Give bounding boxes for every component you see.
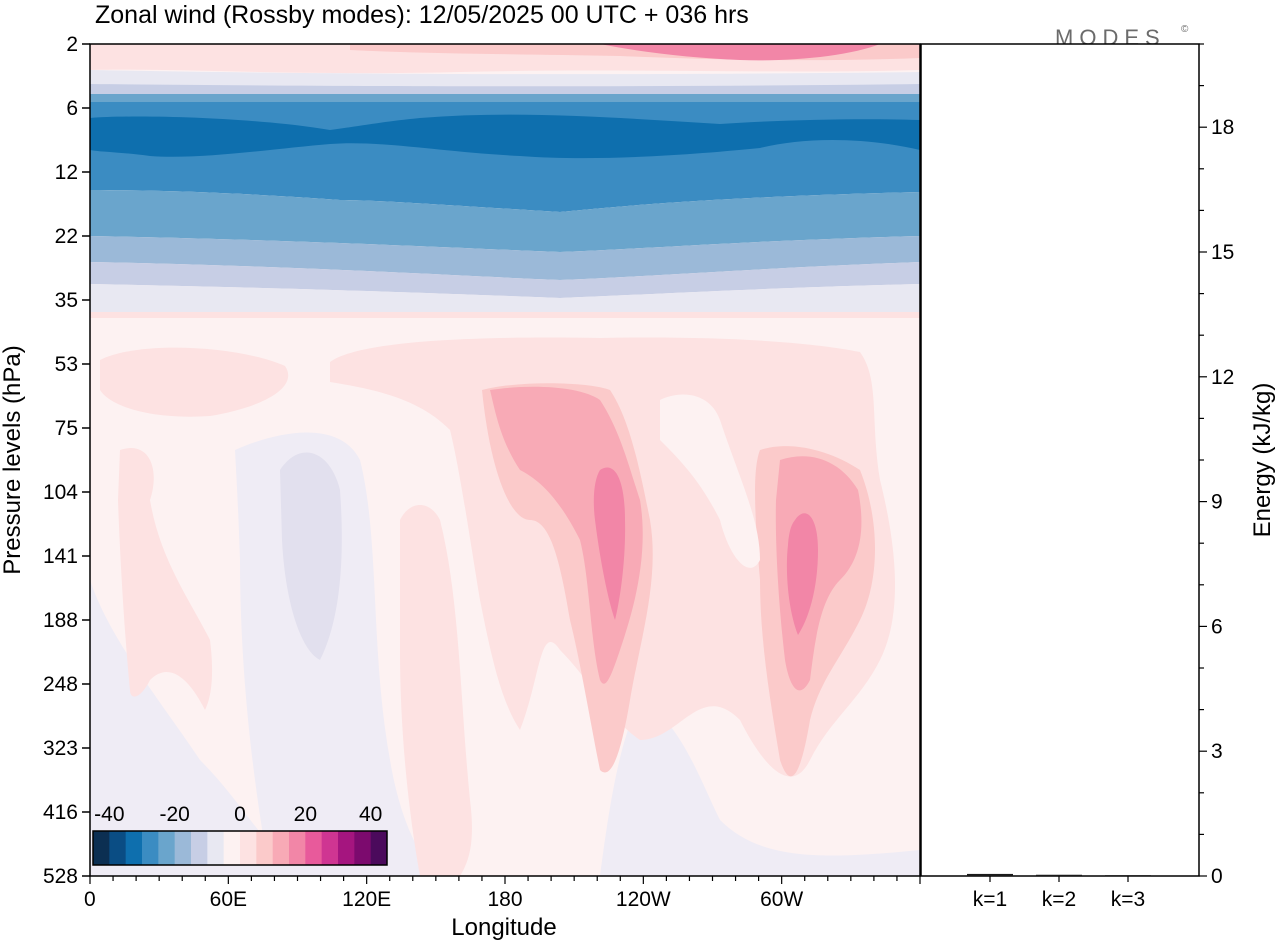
y-tick-label: 141 [43, 545, 78, 568]
energy-y-tick-label: 3 [1211, 740, 1223, 763]
energy-y-tick-label: 18 [1211, 116, 1234, 139]
trop-easterly-left [90, 580, 300, 876]
upper-westerly-left [100, 347, 289, 417]
colorbar-tick-label: 20 [294, 803, 317, 826]
band-minus5-low [90, 262, 920, 298]
trop-easterly-right [600, 700, 920, 876]
colorbar-swatch [240, 831, 257, 865]
colorbar: -40 -20 0 20 40 [92, 803, 388, 866]
colorbar-swatch [93, 831, 110, 865]
energy-bar [1105, 875, 1151, 877]
y-tick-label: 35 [55, 289, 78, 312]
x-tick-label: 0 [84, 888, 96, 911]
energy-bars [967, 873, 1151, 877]
weak-gap-eastpacific [660, 394, 760, 568]
energy-panel: 0 3 6 9 12 15 18 k=1 k=2 k=3 Energy (kJ/kg) [920, 43, 1276, 911]
energy-y-tick-label: 12 [1211, 366, 1234, 389]
y-tick-label: 188 [43, 609, 78, 632]
core-westerly-a-max [593, 467, 626, 620]
colorbar-swatch [338, 831, 355, 865]
colorbar-swatch [321, 831, 339, 865]
colorbar-swatch [158, 831, 176, 865]
contour-plot: 2 6 12 22 35 53 75 104 141 188 248 323 416 528 0 60E 12… [0, 33, 921, 941]
energy-x-axis: k=1 k=2 k=3 [973, 876, 1145, 911]
energy-y-tick-label: 9 [1211, 491, 1223, 514]
y-tick-label: 75 [55, 417, 78, 440]
energy-y-tick-label: 0 [1211, 865, 1223, 888]
colorbar-tick-label: 0 [234, 803, 246, 826]
mid-westerly-left [118, 448, 213, 710]
y-tick-label: 323 [43, 737, 78, 760]
colorbar-tick-label: -20 [159, 803, 189, 826]
energy-axis-label: Energy (kJ/kg) [1249, 383, 1276, 538]
x-tick-label: 180 [487, 888, 522, 911]
y-tick-label: 528 [43, 865, 78, 888]
band-minus20 [90, 94, 920, 104]
colorbar-swatch [223, 831, 241, 865]
y-tick-label: 2 [66, 33, 78, 56]
colorbar-tick-label: -40 [94, 803, 124, 826]
energy-x-tick-label: k=2 [1042, 888, 1076, 911]
energy-y-axis: 0 3 6 9 12 15 18 [1199, 43, 1234, 888]
core-westerly-b-max [786, 513, 818, 635]
x-axis-label: Longitude [451, 914, 556, 941]
colorbar-swatch [272, 831, 290, 865]
y-tick-label: 6 [66, 97, 78, 120]
x-tick-label: 120E [342, 888, 391, 911]
y-tick-label: 104 [43, 481, 78, 504]
core-westerly-a-inner [490, 386, 643, 684]
colorbar-swatch [256, 831, 274, 865]
energy-y-tick-label: 15 [1211, 241, 1234, 264]
x-tick-label: 60E [210, 888, 247, 911]
mid-westerly-center [400, 505, 472, 876]
colorbar-swatch [142, 831, 159, 865]
y-tick-label: 416 [43, 801, 78, 824]
colorbar-swatch [370, 831, 388, 865]
y-tick-label: 248 [43, 673, 78, 696]
colorbar-labels: -40 -20 0 20 40 [94, 803, 382, 826]
y-axis-label: Pressure levels (hPa) [0, 345, 26, 574]
colorbar-swatch [174, 831, 192, 865]
contour-fill [90, 44, 920, 876]
easterly-pocket [280, 452, 342, 660]
energy-frame [920, 43, 1200, 877]
energy-x-tick-label: k=1 [973, 888, 1007, 911]
colorbar-swatch [289, 831, 306, 865]
energy-bar [967, 873, 1013, 876]
colorbar-swatch [109, 831, 127, 865]
colorbar-swatch [191, 831, 208, 865]
colorbar-tick-label: 40 [359, 803, 382, 826]
band-zero-low [90, 284, 920, 312]
y-tick-label: 22 [55, 225, 78, 248]
x-tick-label: 120W [616, 888, 671, 911]
y-tick-label: 12 [55, 161, 78, 184]
x-axis: 0 60E 120E 180 120W 60W [84, 876, 921, 911]
brand-mark: © [1181, 24, 1189, 35]
x-tick-label: 60W [760, 888, 803, 911]
colorbar-swatch [305, 831, 323, 865]
band-near-zero [90, 312, 920, 318]
energy-y-tick-label: 6 [1211, 615, 1223, 638]
energy-x-tick-label: k=3 [1111, 888, 1145, 911]
colorbar-frame [92, 830, 388, 866]
y-axis-left: 2 6 12 22 35 53 75 104 141 188 248 323 416 528 [43, 33, 90, 888]
band-minus15 [90, 190, 920, 252]
strat-westerly-max [600, 44, 880, 61]
colorbar-swatch [207, 831, 225, 865]
y-tick-label: 53 [55, 353, 78, 376]
band-minus10-low [90, 236, 920, 280]
band-minus35 [90, 114, 920, 159]
energy-bar [1036, 874, 1082, 876]
colorbar-swatches [93, 831, 388, 865]
colorbar-swatch [125, 831, 143, 865]
colorbar-swatch [354, 831, 372, 865]
chart-title: Zonal wind (Rossby modes): 12/05/2025 00… [95, 1, 749, 29]
